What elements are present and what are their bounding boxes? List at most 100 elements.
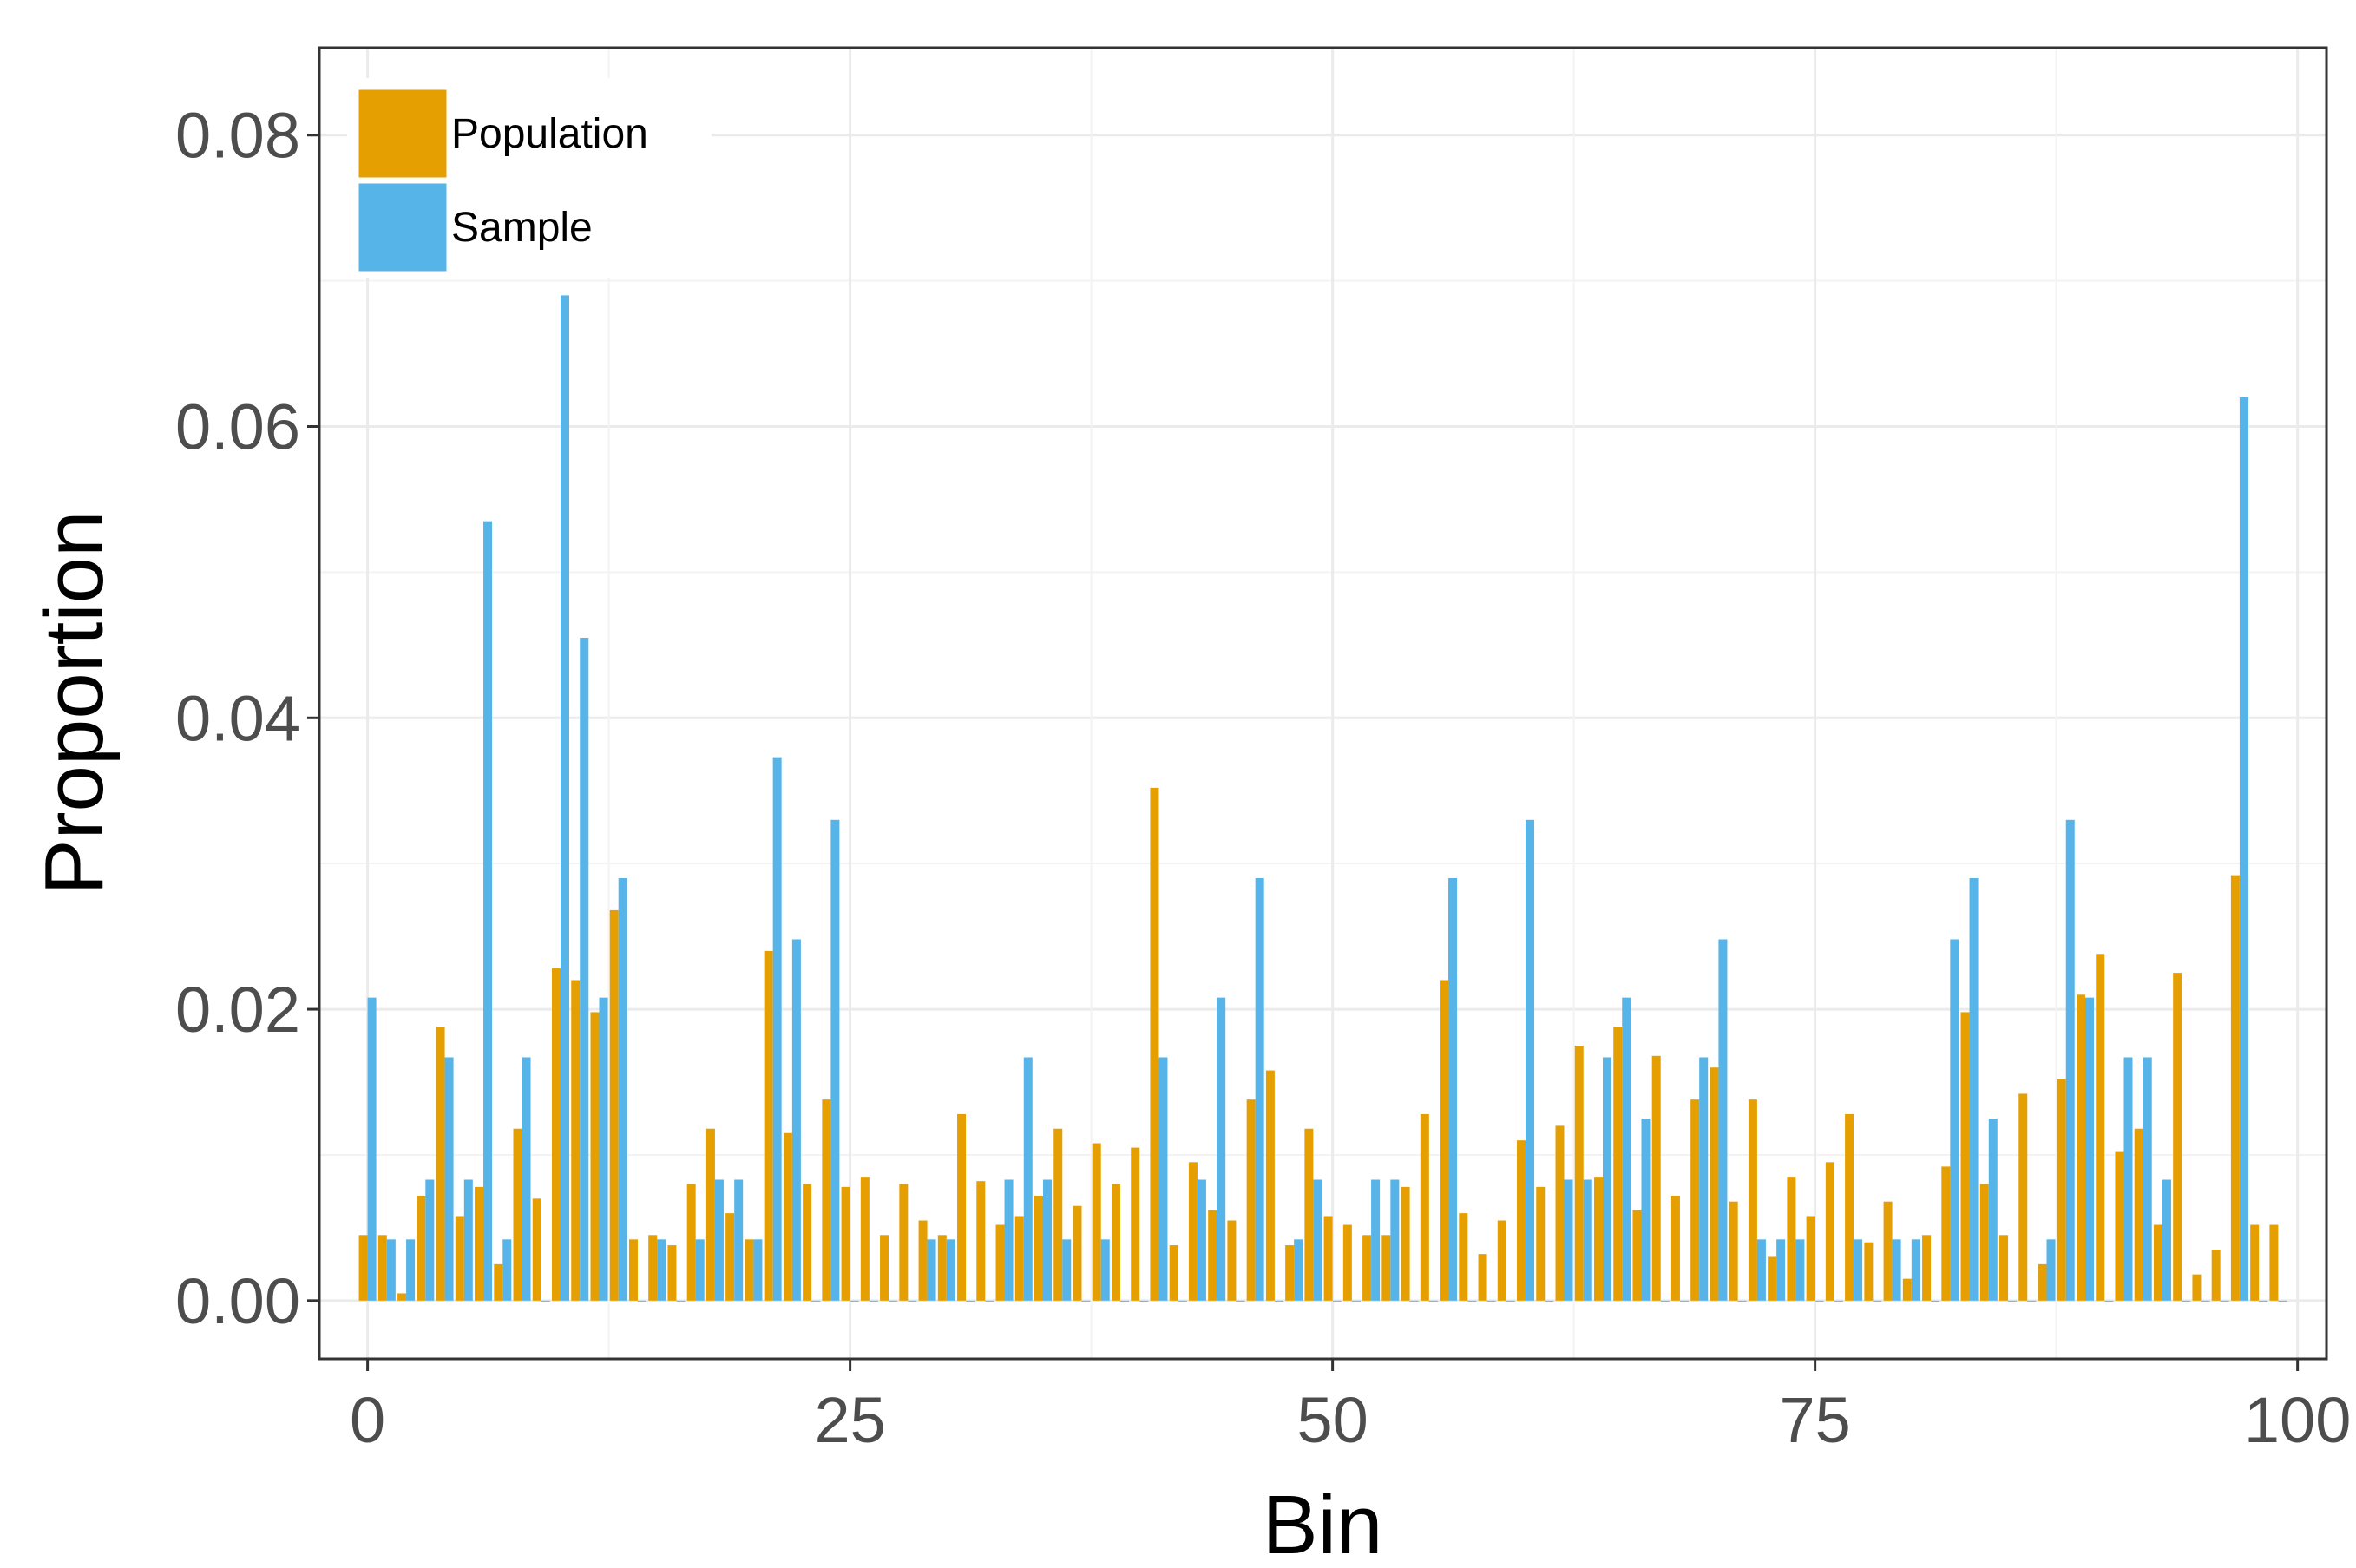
bar-population-53 bbox=[1381, 1235, 1391, 1301]
y-axis-ticks: 0.00 0.02 0.04 0.06 0.08 bbox=[175, 100, 319, 1337]
bar-sample-94 bbox=[2182, 1300, 2191, 1302]
bar-population-2 bbox=[397, 1293, 407, 1301]
bar-population-61 bbox=[1536, 1186, 1546, 1301]
legend: Population Sample bbox=[347, 78, 712, 278]
bar-sample-24 bbox=[830, 819, 840, 1301]
bar-population-90 bbox=[2096, 954, 2105, 1301]
bar-population-16 bbox=[667, 1245, 677, 1301]
bar-sample-10 bbox=[561, 295, 570, 1301]
bar-sample-35 bbox=[1043, 1179, 1053, 1301]
y-axis-title: Proportion bbox=[28, 511, 121, 896]
bar-sample-6 bbox=[483, 521, 493, 1301]
bar-population-99 bbox=[2269, 1224, 2279, 1301]
bar-sample-3 bbox=[425, 1179, 435, 1301]
bar-population-21 bbox=[764, 950, 773, 1301]
bar-population-71 bbox=[1729, 1201, 1738, 1301]
bar-sample-84 bbox=[1988, 1118, 1998, 1301]
bar-population-75 bbox=[1806, 1216, 1815, 1301]
bar-sample-18 bbox=[714, 1179, 724, 1301]
legend-key-sample bbox=[356, 180, 450, 274]
bar-population-14 bbox=[628, 1239, 638, 1301]
bar-population-28 bbox=[899, 1184, 909, 1301]
bar-population-34 bbox=[1014, 1216, 1024, 1301]
bar-sample-80 bbox=[1911, 1239, 1920, 1301]
bar-population-9 bbox=[532, 1198, 541, 1301]
bar-sample-38 bbox=[1100, 1239, 1110, 1301]
bar-sample-64 bbox=[1602, 1057, 1611, 1301]
bar-population-35 bbox=[1034, 1195, 1044, 1301]
bar-population-50 bbox=[1323, 1216, 1333, 1301]
bar-population-13 bbox=[609, 909, 619, 1301]
panel-border bbox=[318, 46, 2328, 1361]
y-tick-label: 0.02 bbox=[175, 974, 300, 1046]
bar-population-65 bbox=[1613, 1027, 1623, 1301]
x-tick-label: 75 bbox=[1779, 1384, 1850, 1456]
bar-sample-2 bbox=[406, 1239, 416, 1301]
bar-sample-70 bbox=[1718, 939, 1728, 1301]
bar-population-11 bbox=[571, 980, 581, 1301]
bar-sample-41 bbox=[1158, 1057, 1168, 1301]
bar-sample-53 bbox=[1390, 1179, 1400, 1301]
bar-sample-60 bbox=[1526, 819, 1535, 1301]
bar-sample-51 bbox=[1351, 1300, 1361, 1302]
bar-population-33 bbox=[995, 1224, 1005, 1301]
bar-sample-31 bbox=[966, 1300, 975, 1302]
y-tick-label: 0.04 bbox=[175, 682, 300, 754]
bar-population-15 bbox=[648, 1235, 658, 1301]
bar-sample-95 bbox=[2201, 1300, 2210, 1302]
bar-sample-78 bbox=[1873, 1300, 1882, 1302]
bar-sample-92 bbox=[2143, 1057, 2152, 1301]
bar-sample-44 bbox=[1217, 997, 1226, 1301]
bar-population-83 bbox=[1960, 1012, 1970, 1301]
bar-sample-93 bbox=[2162, 1179, 2171, 1301]
bar-population-74 bbox=[1787, 1177, 1796, 1301]
bar-sample-39 bbox=[1119, 1300, 1129, 1302]
bar-sample-14 bbox=[637, 1300, 646, 1302]
bar-sample-42 bbox=[1178, 1300, 1187, 1302]
bar-population-32 bbox=[976, 1181, 986, 1301]
bar-sample-85 bbox=[2008, 1300, 2018, 1302]
bar-population-36 bbox=[1053, 1128, 1063, 1301]
bar-sample-21 bbox=[772, 757, 782, 1301]
bar-population-56 bbox=[1440, 980, 1449, 1301]
bar-population-92 bbox=[2134, 1128, 2143, 1301]
legend-label-population: Population bbox=[451, 111, 648, 157]
bar-sample-5 bbox=[463, 1179, 473, 1301]
bar-sample-88 bbox=[2065, 819, 2075, 1301]
bar-sample-20 bbox=[753, 1239, 763, 1301]
bar-population-19 bbox=[725, 1213, 735, 1301]
bar-sample-52 bbox=[1371, 1179, 1381, 1301]
bar-sample-1 bbox=[386, 1239, 396, 1301]
bar-sample-67 bbox=[1660, 1300, 1670, 1302]
bar-sample-8 bbox=[522, 1057, 531, 1301]
bar-sample-79 bbox=[1892, 1239, 1901, 1301]
bar-sample-96 bbox=[2220, 1300, 2229, 1302]
bar-population-81 bbox=[1922, 1235, 1932, 1301]
bar-sample-77 bbox=[1854, 1239, 1863, 1301]
bar-population-8 bbox=[513, 1128, 522, 1301]
bar-sample-54 bbox=[1409, 1300, 1419, 1302]
bar-population-87 bbox=[2038, 1263, 2047, 1301]
bar-sample-15 bbox=[657, 1239, 666, 1301]
bar-sample-28 bbox=[908, 1300, 917, 1302]
bar-sample-81 bbox=[1931, 1300, 1940, 1302]
bar-population-0 bbox=[358, 1235, 368, 1301]
bar-sample-34 bbox=[1023, 1057, 1033, 1301]
bar-sample-23 bbox=[811, 1300, 821, 1302]
bar-population-73 bbox=[1768, 1256, 1777, 1301]
bar-population-68 bbox=[1670, 1195, 1680, 1301]
bar-sample-65 bbox=[1622, 997, 1631, 1301]
bar-population-48 bbox=[1285, 1245, 1295, 1301]
bar-population-67 bbox=[1651, 1055, 1661, 1301]
bar-sample-22 bbox=[791, 939, 801, 1301]
bar-sample-97 bbox=[2239, 397, 2248, 1301]
bar-sample-66 bbox=[1641, 1118, 1651, 1301]
bar-sample-36 bbox=[1062, 1239, 1072, 1301]
bar-sample-37 bbox=[1081, 1300, 1091, 1302]
bar-sample-47 bbox=[1274, 1300, 1283, 1302]
bar-population-31 bbox=[957, 1113, 967, 1301]
bar-population-6 bbox=[475, 1186, 484, 1301]
bar-sample-91 bbox=[2123, 1057, 2133, 1301]
bar-sample-11 bbox=[580, 637, 589, 1301]
